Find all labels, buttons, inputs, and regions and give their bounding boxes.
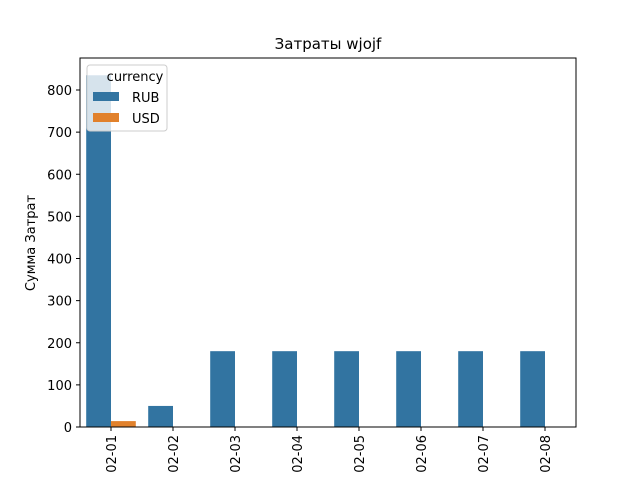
bar-usd-02-01 <box>111 421 136 427</box>
bar-rub-02-04 <box>272 351 297 427</box>
y-tick-label: 800 <box>47 84 72 99</box>
legend-label-rub: RUB <box>132 91 159 106</box>
bar-rub-02-05 <box>334 351 359 427</box>
bar-rub-02-06 <box>396 351 421 427</box>
y-tick-label: 0 <box>64 421 72 436</box>
x-tick-label: 02-08 <box>539 435 554 473</box>
y-tick-label: 500 <box>47 210 72 225</box>
bars-layer <box>86 75 545 428</box>
legend-title: currency <box>107 70 164 85</box>
bar-rub-02-03 <box>210 351 235 427</box>
y-tick-label: 200 <box>47 337 72 352</box>
legend-swatch-rub <box>93 92 119 101</box>
y-tick-label: 700 <box>47 126 72 141</box>
x-tick-label: 02-04 <box>291 435 306 473</box>
y-tick-label: 300 <box>47 295 72 310</box>
x-tick-label: 02-06 <box>415 435 430 473</box>
x-tick-label: 02-01 <box>105 435 120 473</box>
bar-rub-02-01 <box>86 75 111 428</box>
x-tick-label: 02-03 <box>229 435 244 473</box>
chart-title: Затраты wjojf <box>275 35 382 53</box>
axes-layer: 0 100 200 300 400 500 600 700 800 02-01 02-02 02-03… <box>47 57 577 473</box>
legend: currency RUB USD <box>86 64 168 132</box>
x-tick-label: 02-02 <box>167 435 182 473</box>
legend-swatch-usd <box>93 113 119 122</box>
y-axis-label: Сумма Затрат <box>24 195 39 292</box>
y-tick-label: 600 <box>47 168 72 183</box>
x-tick-label: 02-07 <box>477 435 492 473</box>
plot-frame <box>79 57 577 428</box>
bar-rub-02-07 <box>458 351 483 427</box>
bar-rub-02-08 <box>520 351 545 427</box>
legend-label-usd: USD <box>132 112 160 127</box>
bar-rub-02-02 <box>148 405 173 427</box>
x-tick-label: 02-05 <box>353 435 368 473</box>
y-tick-label: 400 <box>47 253 72 268</box>
y-tick-label: 100 <box>47 379 72 394</box>
